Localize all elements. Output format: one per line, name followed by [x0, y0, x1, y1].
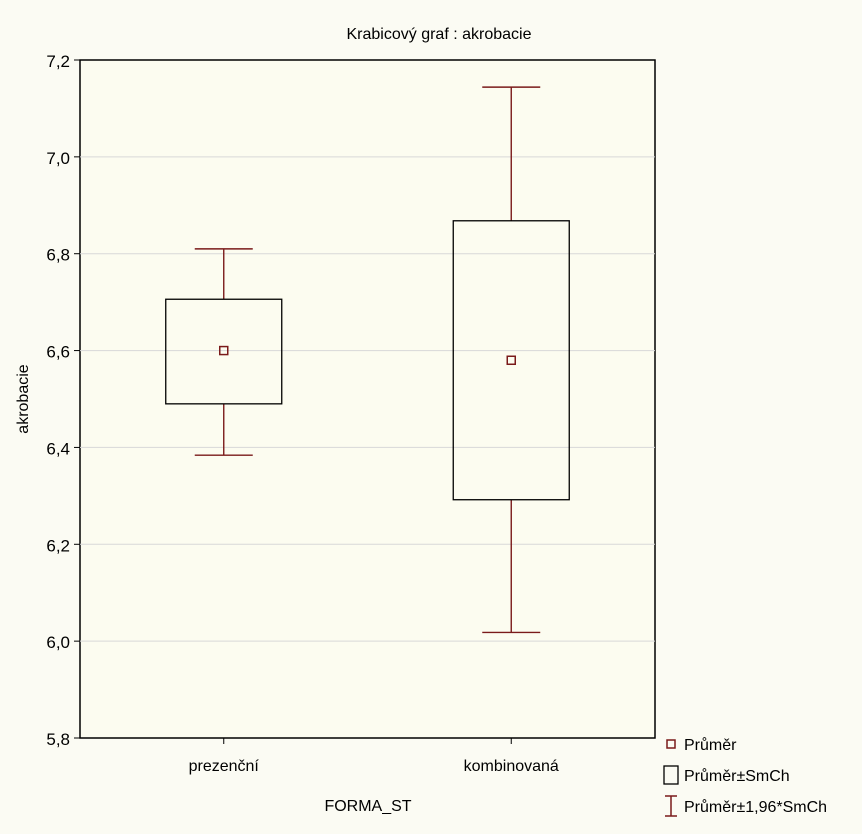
plot-frame [79, 59, 656, 739]
y-axis: 5,8 6,0 6,2 6,4 6,6 6,8 7,0 7,2 [46, 52, 80, 749]
x-axis: prezenční kombinovaná [189, 738, 559, 775]
box-se-range [452, 220, 570, 501]
legend: Průměr Průměr±SmCh Průměr±1,96*SmCh [663, 736, 827, 817]
y-tick-label: 5,8 [46, 730, 70, 749]
y-tick-label: 7,2 [46, 52, 70, 71]
y-tick-label: 6,8 [46, 246, 70, 265]
box-series [165, 86, 570, 634]
y-tick-label: 6,4 [46, 439, 70, 458]
x-axis-label: FORMA_ST [324, 798, 411, 815]
y-tick-label: 6,0 [46, 633, 70, 652]
legend-whisker-icon [665, 795, 677, 817]
mean-marker [506, 355, 516, 366]
x-tick-label: kombinovaná [464, 758, 559, 775]
legend-label-whisker: Průměr±1,96*SmCh [684, 798, 827, 816]
legend-box-icon [663, 765, 679, 785]
legend-mean-icon [666, 739, 676, 749]
chart-title: Krabicový graf : akrobacie [347, 26, 532, 43]
legend-label-box: Průměr±SmCh [684, 767, 790, 785]
y-axis-label: akrobacie [15, 364, 32, 433]
mean-marker [219, 345, 229, 356]
legend-label-mean: Průměr [684, 736, 737, 754]
box-se-range [165, 298, 283, 405]
y-tick-label: 6,6 [46, 343, 70, 362]
y-tick-label: 6,2 [46, 536, 70, 555]
x-tick-label: prezenční [189, 758, 260, 775]
grid-lines [80, 156, 655, 642]
y-tick-label: 7,0 [46, 149, 70, 168]
